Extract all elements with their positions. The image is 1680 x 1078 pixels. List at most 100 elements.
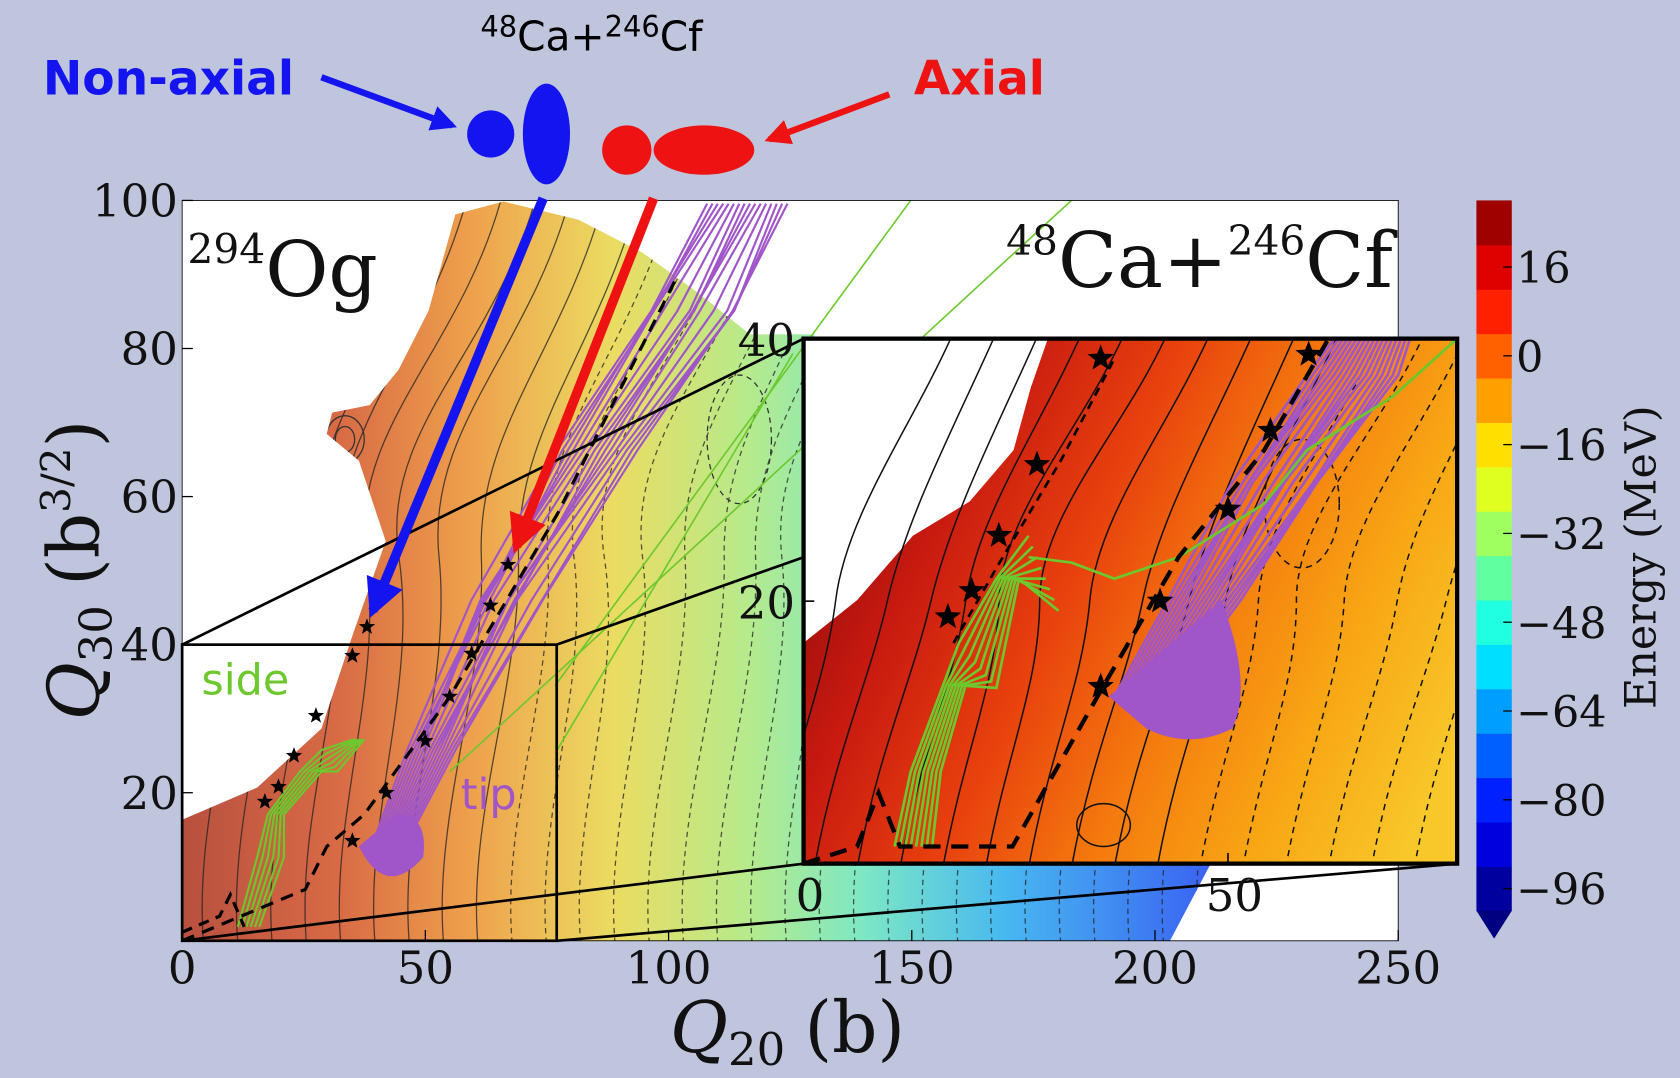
y-tick-label: 20 <box>121 767 178 820</box>
contour-line <box>803 338 952 739</box>
tip-trajectory <box>400 203 789 853</box>
fragment-sphere <box>467 110 515 158</box>
zoom-line <box>181 862 804 943</box>
fragment-sphere <box>602 125 652 175</box>
side-trajectory <box>449 199 1072 773</box>
path-dashed <box>181 890 246 934</box>
star-marker <box>358 618 376 634</box>
arrow <box>509 196 659 554</box>
tip-trajectory <box>390 203 762 853</box>
y-tick-label: 40 <box>121 619 178 672</box>
colorbar-band <box>1476 644 1512 690</box>
y-tick-label: 80 <box>121 323 178 376</box>
reaction-label: 48Ca+246Cf <box>1006 216 1398 306</box>
star-marker <box>256 793 273 809</box>
label-tip: tip <box>461 770 517 820</box>
x-tick-label: 200 <box>1112 942 1198 995</box>
star-marker <box>1146 587 1174 613</box>
contour-line <box>814 338 995 864</box>
star-marker <box>499 556 517 572</box>
nucleus-label: 294Og <box>188 225 378 315</box>
x-tick-label: 150 <box>869 942 955 995</box>
colorbar-tick-label: 0 <box>1516 333 1543 383</box>
x-tick-label: 50 <box>397 942 454 995</box>
trajectories <box>181 199 1072 943</box>
side-trajectory <box>556 353 794 751</box>
contour-line <box>441 201 605 941</box>
x-tick-label: 250 <box>1355 942 1441 995</box>
colorbar-extend <box>1476 910 1512 939</box>
colorbar-tick-label: −32 <box>1516 510 1606 560</box>
side-trajectory <box>241 738 357 928</box>
colorbar-band <box>1476 733 1512 779</box>
label-non-axial: Non-axial <box>43 51 294 106</box>
colorbar-band <box>1476 821 1512 867</box>
colorbar-band <box>1476 555 1512 601</box>
tip-trajectory <box>1125 338 1354 698</box>
label-side: side <box>201 655 289 705</box>
arrow <box>764 91 891 145</box>
x-tick-label: 0 <box>796 869 825 922</box>
colorbar-band <box>1476 289 1512 335</box>
arrow <box>366 196 548 618</box>
side-trajectory <box>554 199 912 687</box>
colorbar: 16 0 −16 −32 −48 −64 −80 −96 <box>1476 200 1606 939</box>
y-tick-label: 40 <box>738 314 795 367</box>
colorbar-tick-label: −96 <box>1516 866 1606 916</box>
contour-line <box>1263 438 1341 569</box>
inset-contours <box>803 338 1458 864</box>
star-marker <box>270 778 287 794</box>
star-marker <box>441 687 458 704</box>
fragment-deformed <box>653 125 755 175</box>
tip-trajectory <box>1132 338 1363 698</box>
zoom-line <box>556 862 1458 943</box>
tip-trajectory <box>1113 338 1337 698</box>
side-trajectory <box>249 738 361 928</box>
contour-line <box>681 201 845 941</box>
y-tick-label: 60 <box>121 471 178 524</box>
star-marker <box>482 596 499 613</box>
star-marker <box>1023 450 1051 476</box>
side-trajectory <box>893 534 1030 847</box>
contour-line <box>1200 338 1380 864</box>
x-tick-label: 50 <box>1206 869 1263 922</box>
colorbar-tick-label: −80 <box>1516 777 1606 827</box>
inset-star-markers <box>934 340 1322 698</box>
y-tick-label: 100 <box>92 174 178 227</box>
star-marker <box>1257 416 1284 442</box>
axes: 0 50 100 150 200 250 20 40 60 80 100 <box>92 174 1441 994</box>
contour-line <box>475 201 640 941</box>
star-marker <box>417 732 434 748</box>
side-trajectory <box>930 576 1060 847</box>
zoom-line <box>556 555 805 646</box>
inset <box>801 336 1460 866</box>
colorbar-band <box>1476 378 1512 423</box>
contour-line <box>1076 802 1132 848</box>
contour-line <box>1028 338 1209 864</box>
star-marker <box>344 832 361 848</box>
tip-trajectory <box>1129 338 1359 698</box>
star-marker <box>1087 672 1114 698</box>
colorbar-tick-label: 16 <box>1516 244 1571 294</box>
colorbar-tick-label: −48 <box>1516 599 1606 649</box>
path-dashed <box>181 280 677 943</box>
side-trajectory <box>898 545 1034 847</box>
star-marker <box>985 521 1013 547</box>
contour-line <box>985 338 1166 864</box>
star-marker <box>344 647 361 663</box>
contour-line <box>1071 338 1252 864</box>
inset-axes: 0 50 20 40 <box>738 314 1263 922</box>
contour-line <box>706 374 773 505</box>
contour-line <box>1328 440 1458 864</box>
tip-trajectory <box>1108 600 1241 740</box>
fragment-deformed <box>522 83 570 185</box>
tip-trajectory <box>1116 338 1341 698</box>
side-trajectory <box>245 738 359 928</box>
arrow <box>320 74 457 131</box>
star-marker <box>934 602 962 629</box>
x-tick-label: 0 <box>168 942 197 995</box>
contour-line <box>857 338 1038 864</box>
contour-line <box>1285 353 1458 864</box>
inset-empty-region <box>803 338 1048 643</box>
x-tick-label: 100 <box>626 942 712 995</box>
